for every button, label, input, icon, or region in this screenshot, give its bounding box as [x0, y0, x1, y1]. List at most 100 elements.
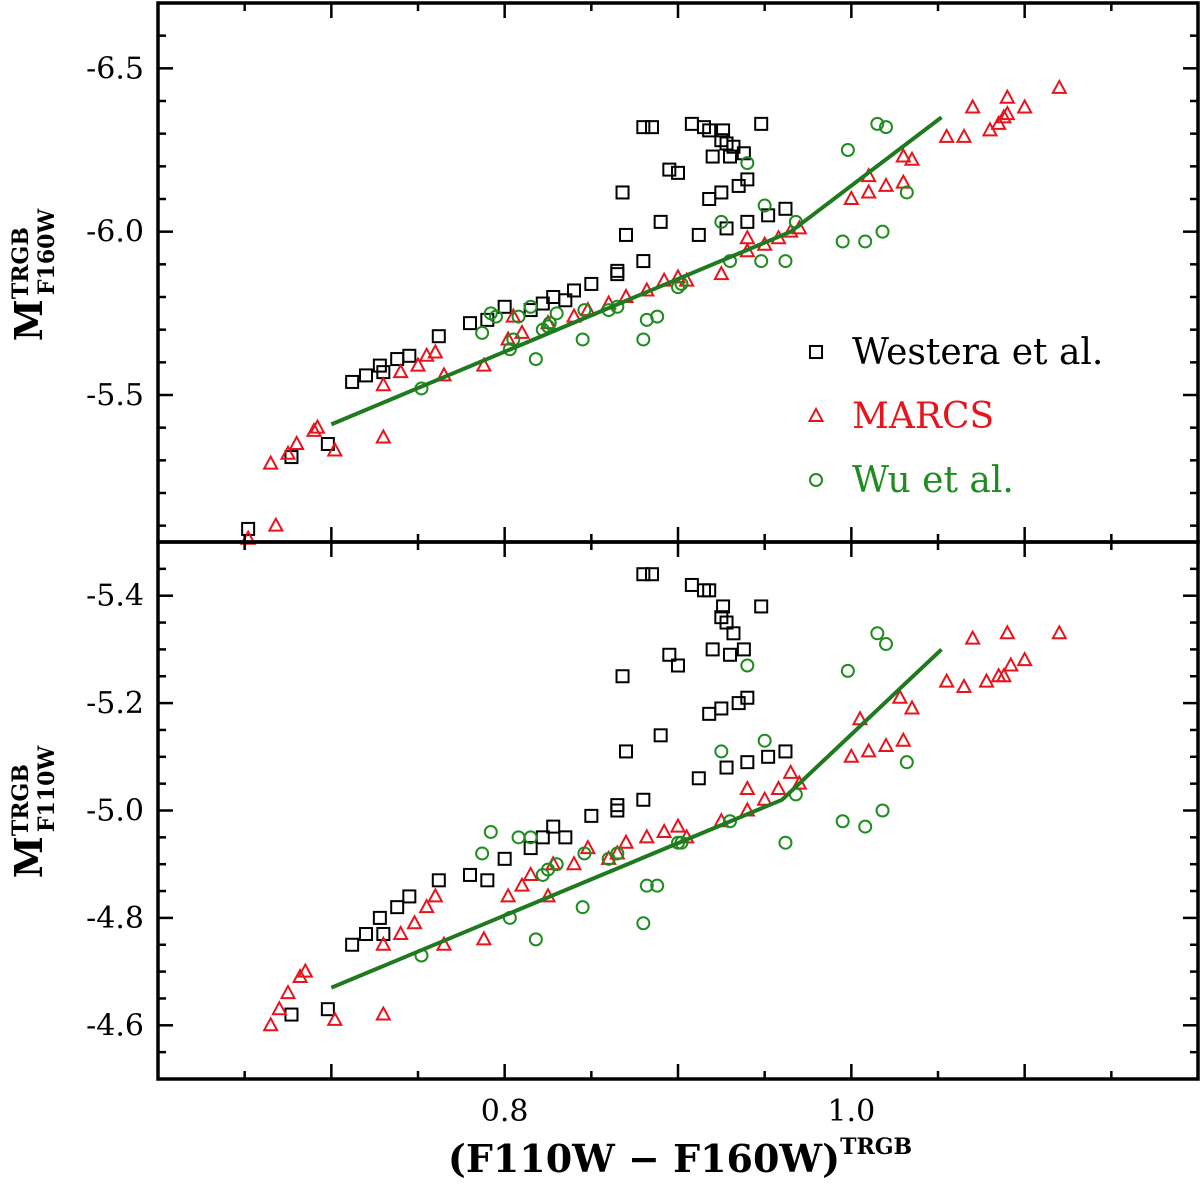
top-wu-et-al-point-13 [575, 332, 590, 347]
bottom-westera-et-al-point-18 [610, 803, 625, 818]
top-series-wu-et-al [414, 116, 914, 396]
top-fit-line [330, 115, 943, 427]
bottom-westera-et-al-point-11 [497, 851, 512, 866]
bottom-wu-et-al-point-6 [528, 932, 543, 947]
x-axis-label-sup: TRGB [840, 1134, 912, 1160]
top-marcs-point-49 [999, 104, 1016, 121]
bottom-westera-et-al-point-6 [390, 900, 405, 915]
bottom-westera-et-al-point-0 [284, 1007, 299, 1022]
top-westera-et-al-point-4 [359, 368, 373, 383]
bottom-westera-et-al-point-16 [584, 808, 599, 823]
bottom-wu-et-al-point-14 [636, 916, 651, 931]
bottom-marcs-point-44 [964, 629, 981, 645]
bottom-wu-et-al-point-15 [639, 878, 654, 893]
bottom-wu-et-al-point-2 [483, 824, 498, 839]
bottom-marcs-point-45 [978, 672, 995, 688]
bottom-y-axis-label: MTRGBF110W [6, 746, 60, 879]
bottom-marcs-point-9 [406, 914, 423, 930]
bottom-westera-et-al-point-46 [778, 744, 793, 759]
bottom-marcs-point-24 [638, 828, 655, 844]
bottom-westera-et-al-point-3 [359, 927, 373, 942]
top-westera-et-al-point-10 [463, 316, 477, 331]
top-westera-et-al-point-24 [636, 120, 651, 135]
bottom-wu-et-al-point-28 [870, 626, 885, 641]
bottom-marcs-point-29 [739, 779, 756, 796]
bottom-marcs-point-32 [770, 779, 787, 796]
top-marcs-point-9 [375, 376, 392, 392]
bottom-westera-et-al-point-1 [320, 1002, 335, 1017]
bottom-y-tick-label-1: -4.8 [86, 901, 144, 936]
top-panel: -5.5 -6.0 -6.5 MTRGBF160W Westera et al. MA… [6, 1, 1200, 545]
top-y-tick-label-2: -6.5 [86, 51, 144, 86]
bottom-wu-et-al-point-4 [511, 830, 526, 845]
bottom-marcs-point-11 [427, 887, 444, 903]
bottom-series-marcs [262, 624, 1068, 1032]
x-axis-label-main: (F110W − F160W) [448, 1136, 840, 1181]
bottom-wu-et-al-point-9 [549, 857, 564, 872]
top-marcs-point-50 [1016, 98, 1033, 114]
top-marcs-point-43 [955, 127, 973, 143]
top-westera-et-al-point-12 [497, 299, 512, 314]
top-panel-marks [239, 78, 1068, 545]
top-westera-et-al-point-9 [431, 329, 446, 344]
top-westera-et-al-point-36 [716, 123, 731, 138]
legend-marker-wu-et-al [809, 473, 823, 487]
top-marcs-point-35 [843, 189, 860, 205]
bottom-marcs-point-2 [279, 983, 297, 1000]
bottom-marcs-point-15 [513, 876, 531, 892]
bottom-marcs-point-5 [326, 1010, 343, 1026]
bottom-westera-et-al-point-39 [726, 626, 741, 641]
top-wu-et-al-point-19 [650, 309, 665, 324]
top-y-tick-label-0: -5.5 [86, 378, 144, 413]
top-westera-et-al-point-19 [610, 267, 625, 282]
bottom-marcs-point-7 [375, 935, 392, 951]
top-wu-et-al-point-5 [506, 332, 521, 347]
top-wu-et-al-point-17 [636, 332, 651, 347]
top-westera-et-al-point-39 [714, 185, 729, 200]
bottom-westera-et-al-point-30 [702, 583, 717, 598]
legend-label-westera-et-al: Westera et al. [852, 332, 1103, 373]
top-wu-et-al-point-34 [879, 120, 893, 135]
bottom-westera-et-al-point-4 [372, 910, 387, 925]
bottom-westera-et-al-point-12 [523, 841, 538, 856]
x-tick-label-1: 1.0 [827, 1094, 875, 1129]
top-westera-et-al-point-27 [662, 162, 677, 177]
top-panel-frame [156, 1, 1200, 544]
top-westera-et-al-point-17 [567, 283, 581, 298]
bottom-westera-et-al-point-26 [671, 658, 685, 673]
bottom-marcs-point-23 [617, 833, 635, 849]
top-marcs-point-5 [305, 421, 323, 437]
bottom-westera-et-al-point-19 [619, 744, 633, 759]
bottom-wu-et-al-point-22 [757, 733, 772, 748]
bottom-marcs-point-40 [891, 688, 909, 704]
bottom-y-tick-label-4: -5.4 [86, 579, 144, 614]
top-wu-et-al-point-6 [511, 309, 526, 324]
top-westera-et-al-point-28 [671, 165, 685, 180]
top-wu-et-al-point-3 [489, 309, 503, 324]
top-y-axis-label-sup: TRGB [8, 227, 34, 299]
bottom-y-tick-label-0: -4.6 [86, 1008, 144, 1043]
bottom-marcs-point-50 [1016, 651, 1033, 667]
top-westera-et-al-point-23 [615, 185, 630, 200]
legend-marker-marcs [807, 406, 825, 422]
bottom-wu-et-al-point-30 [879, 637, 893, 652]
top-marcs-point-2 [267, 516, 285, 532]
top-wu-et-al-point-11 [542, 316, 557, 331]
bottom-westera-et-al-point-32 [705, 642, 720, 657]
top-marcs-point-18 [513, 323, 531, 339]
bottom-westera-et-al-point-31 [702, 706, 717, 721]
top-westera-et-al-point-40 [723, 149, 737, 164]
bottom-westera-et-al-point-42 [740, 690, 755, 705]
top-wu-et-al-point-22 [714, 214, 729, 229]
bottom-westera-et-al-point-43 [740, 755, 755, 770]
top-westera-et-al-point-45 [740, 214, 755, 229]
top-wu-et-al-point-29 [835, 234, 850, 249]
top-westera-et-al-point-1 [284, 450, 299, 465]
top-westera-et-al-point-26 [653, 214, 668, 229]
bottom-westera-et-al-point-23 [645, 567, 659, 582]
bottom-westera-et-al-point-9 [463, 867, 477, 882]
bottom-marcs-point-13 [475, 930, 493, 946]
top-westera-et-al-point-20 [610, 263, 625, 278]
bottom-westera-et-al-point-15 [558, 830, 573, 845]
top-marcs-point-47 [995, 108, 1013, 124]
